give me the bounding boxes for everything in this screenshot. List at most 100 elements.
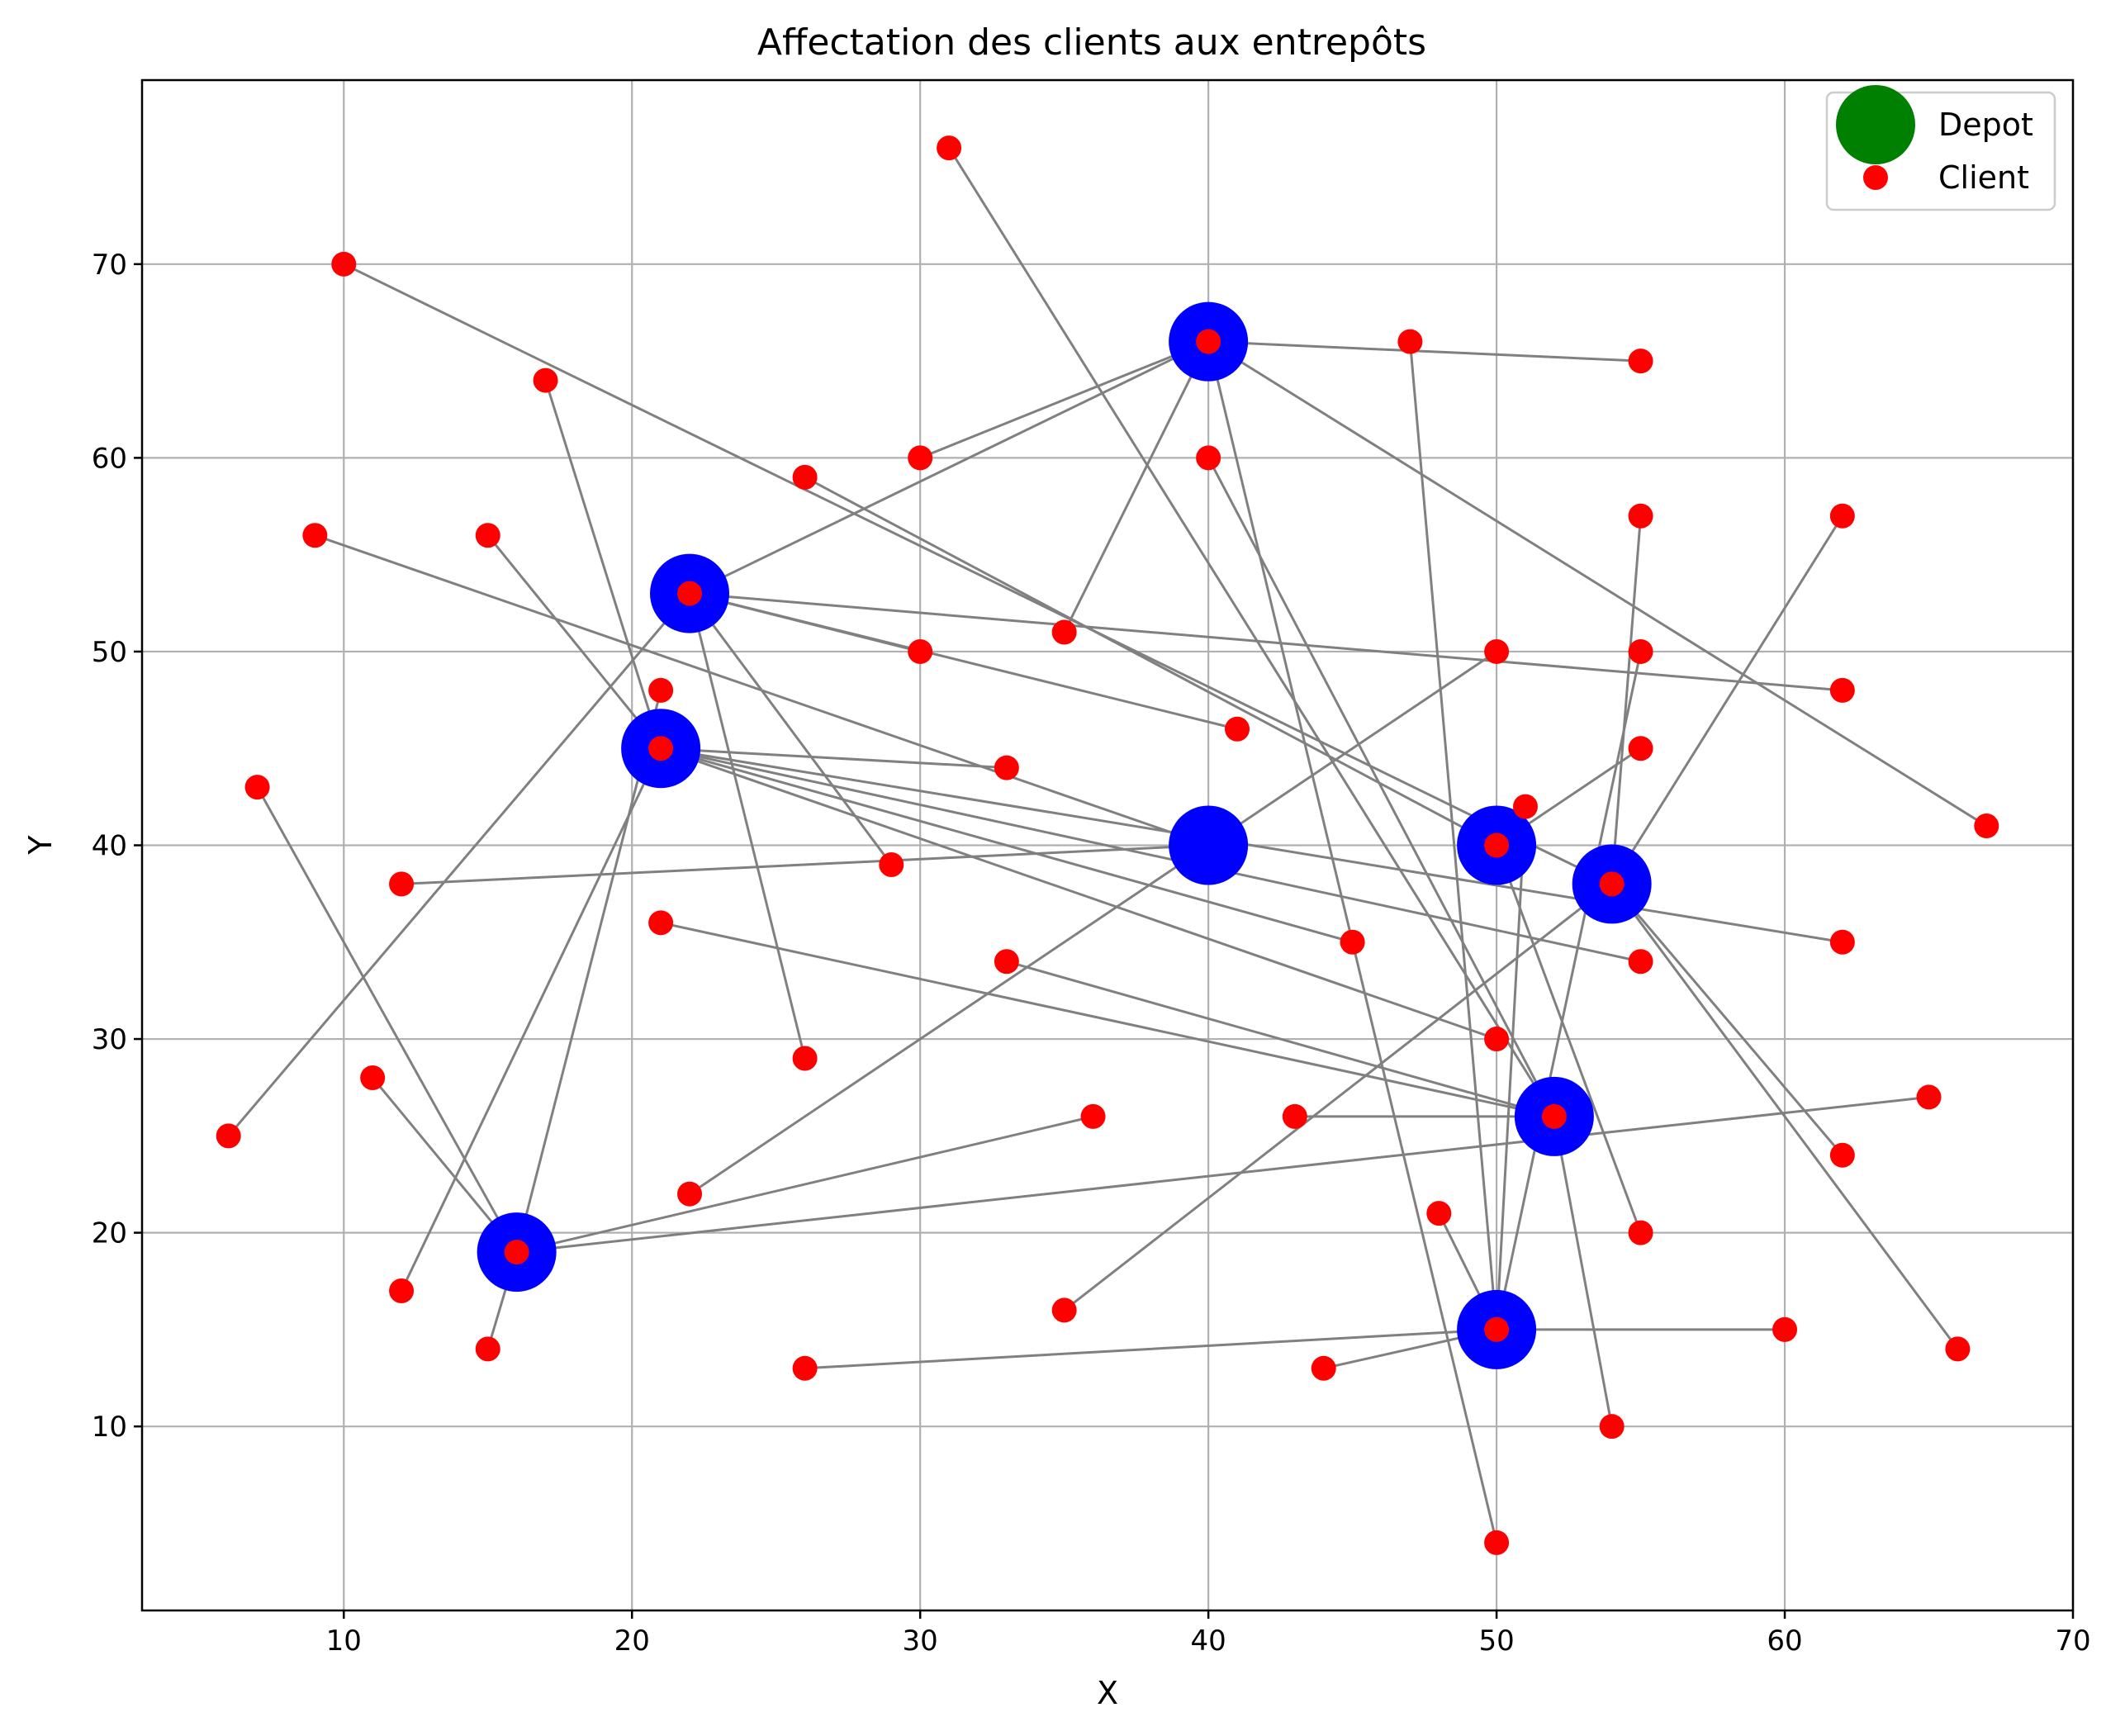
client-point	[908, 638, 933, 664]
client-point	[994, 949, 1019, 975]
x-tick-label: 20	[614, 1625, 650, 1658]
y-tick-label: 70	[92, 249, 127, 282]
client-point	[1484, 638, 1510, 664]
assignment-arrow	[1610, 883, 1959, 1350]
y-tick-label: 20	[92, 1217, 127, 1250]
x-tick-label: 40	[1191, 1625, 1226, 1658]
y-tick-label: 50	[92, 636, 127, 669]
client-point	[908, 445, 933, 471]
client-point	[475, 523, 500, 548]
assignment-arrow	[486, 534, 662, 750]
client-point	[1196, 329, 1221, 354]
client-point	[1628, 949, 1653, 975]
assignment-arrow	[804, 476, 1497, 847]
client-point	[360, 1065, 386, 1090]
client-point	[677, 1181, 703, 1207]
assignment-arrow	[1495, 805, 1528, 1330]
client-point	[1080, 1103, 1106, 1129]
client-point	[879, 851, 904, 877]
client-point	[1484, 1316, 1510, 1342]
assignment-arrow	[227, 592, 691, 1137]
client-point	[389, 871, 415, 897]
assignment-arrow	[947, 147, 1556, 1117]
client-point	[1829, 677, 1855, 703]
assignment-arrow	[1610, 515, 1644, 885]
assignment-arrows	[227, 147, 1988, 1544]
legend: Depot Client	[1825, 85, 2056, 211]
legend-label-client: Client	[1938, 159, 2029, 196]
client-point	[1282, 1103, 1307, 1129]
assignment-arrow	[544, 379, 662, 749]
assignment-arrow	[688, 593, 807, 1060]
client-point	[1628, 349, 1653, 374]
legend-marker-depot	[1836, 85, 1915, 164]
chart-title: Affectation des clients aux entrepôts	[757, 21, 1426, 64]
client-point	[792, 1355, 818, 1381]
client-point	[1397, 329, 1423, 354]
assignment-arrow	[660, 921, 1555, 1118]
assignment-arrow	[660, 747, 1843, 944]
x-tick-label: 60	[1767, 1625, 1802, 1658]
client-point	[1484, 1027, 1510, 1052]
y-tick-label: 60	[92, 442, 127, 475]
client-point	[1484, 1530, 1510, 1555]
assignment-arrow	[660, 747, 1354, 944]
y-tick-label: 10	[92, 1411, 127, 1444]
client-point	[1628, 736, 1653, 761]
assignment-arrow	[515, 689, 662, 1253]
assignment-arrow	[1495, 650, 1643, 1330]
assignment-arrow	[516, 1094, 1930, 1254]
assignment-arrow	[1207, 457, 1556, 1117]
assignment-arrow	[1208, 340, 1642, 364]
client-point	[1829, 929, 1855, 955]
client-point	[1225, 716, 1250, 742]
assignment-arrow	[1207, 650, 1497, 847]
client-point	[1829, 503, 1855, 529]
legend-marker-client	[1863, 165, 1888, 190]
assignment-arrow	[660, 747, 1642, 963]
depot-point	[1169, 805, 1249, 885]
assignment-arrow	[1407, 340, 1498, 1330]
client-point	[1051, 619, 1077, 645]
client-point	[994, 755, 1019, 780]
client-point	[1945, 1336, 1971, 1362]
client-point	[1772, 1316, 1798, 1342]
assignment-arrow	[1063, 340, 1210, 633]
client-point	[504, 1240, 529, 1265]
assignment-arrow	[1610, 515, 1844, 885]
assignment-arrow	[689, 340, 1209, 595]
client-point	[648, 677, 674, 703]
x-axis-label: X	[1097, 1675, 1118, 1711]
assignment-arrow	[689, 592, 1843, 693]
client-point	[1311, 1355, 1336, 1381]
client-point	[792, 464, 818, 490]
y-tick-label: 40	[92, 830, 127, 863]
assignment-arrow	[661, 747, 1008, 771]
client-point	[648, 910, 674, 936]
client-point	[1628, 1220, 1653, 1245]
client-point	[937, 135, 962, 161]
x-tick-label: 70	[2055, 1625, 2090, 1658]
client-point	[1426, 1201, 1452, 1226]
client-point	[1512, 794, 1538, 819]
y-axis-label: Y	[22, 835, 59, 856]
assignment-arrow	[1063, 883, 1613, 1311]
client-point	[244, 775, 270, 800]
client-point	[1541, 1103, 1567, 1129]
client-point	[1628, 638, 1653, 664]
assignment-arrow	[1207, 340, 1988, 828]
assignment-arrow	[401, 844, 1209, 887]
client-point	[1916, 1084, 1942, 1110]
axis-ticks: 10 20 30 40 50 60 70 10 20 30 40 50 60 70	[92, 249, 2091, 1658]
x-tick-label: 50	[1478, 1625, 1514, 1658]
client-point	[1829, 1142, 1855, 1168]
client-point	[216, 1123, 241, 1149]
client-point	[1599, 871, 1625, 897]
assignment-arrow	[919, 340, 1209, 459]
assignment-arrow	[1553, 1116, 1614, 1428]
client-point	[1628, 503, 1653, 529]
client-point	[1484, 832, 1510, 858]
x-tick-label: 10	[326, 1625, 362, 1658]
client-point	[648, 736, 674, 761]
